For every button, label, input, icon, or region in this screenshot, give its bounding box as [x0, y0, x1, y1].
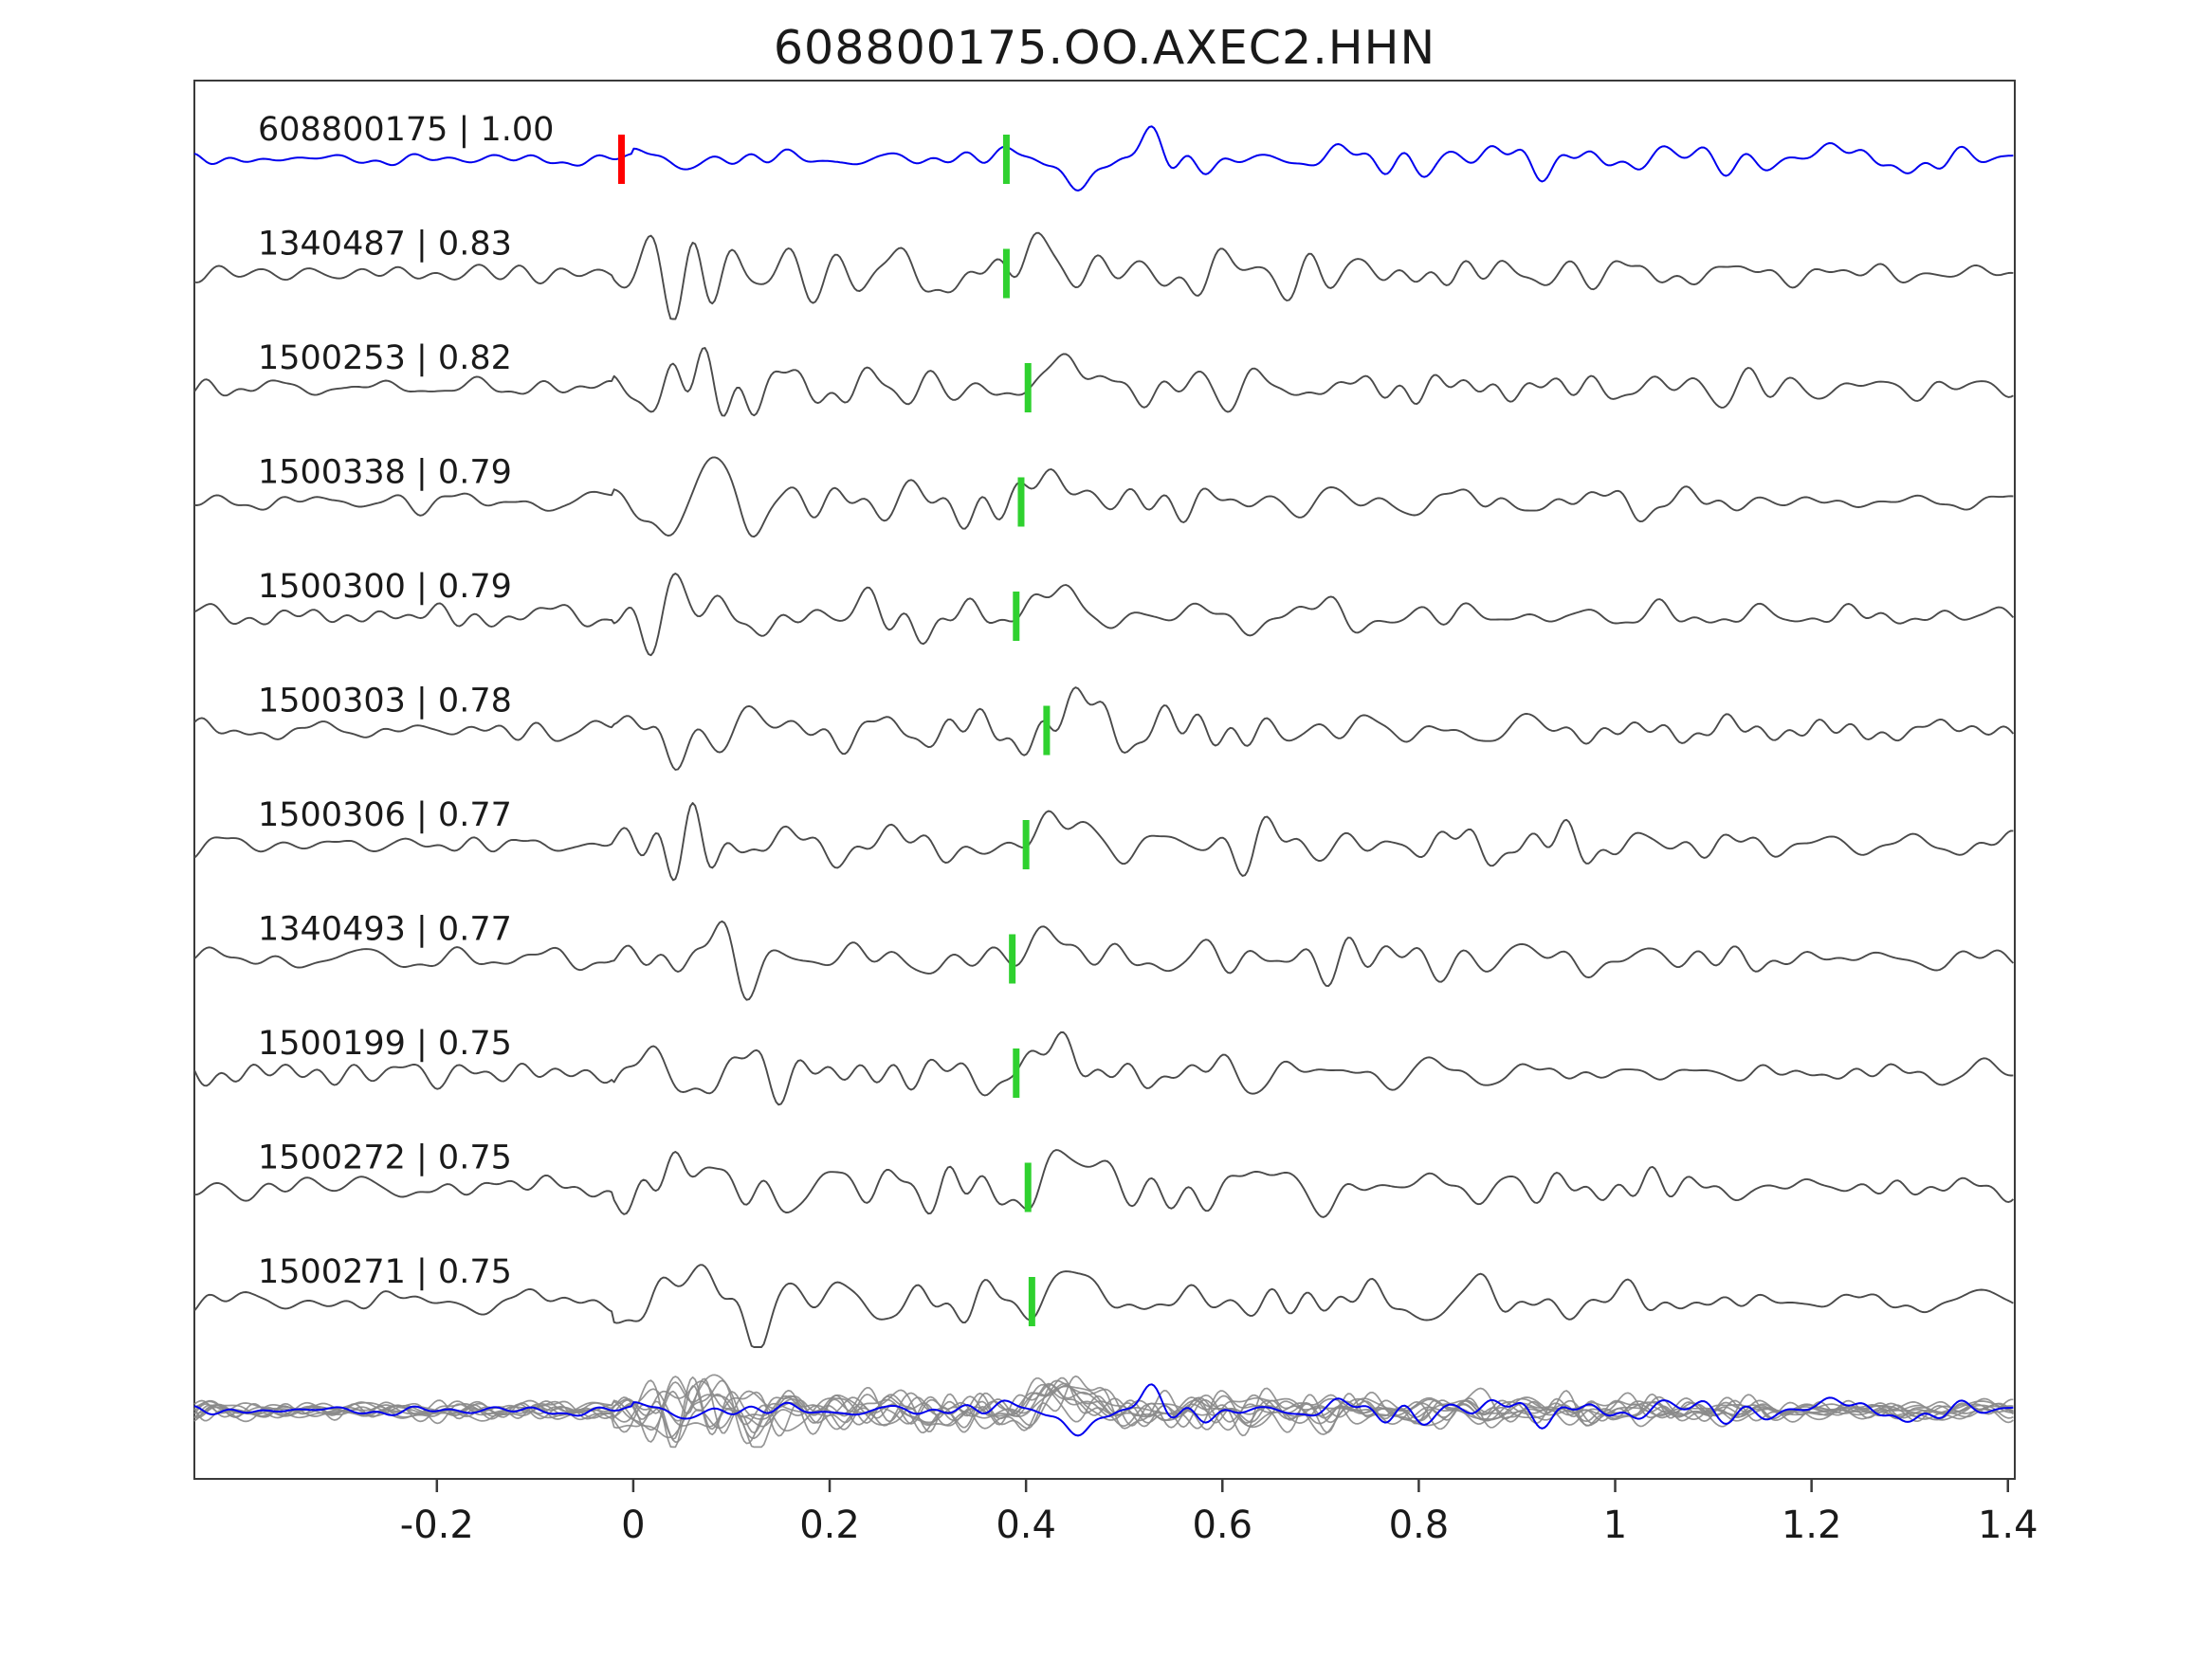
waveform-1500272 [193, 1149, 2015, 1218]
plot-border [193, 80, 2016, 1480]
x-axis-tick-label: 1 [1603, 1504, 1627, 1547]
trace-label: 1500272 | 0.75 [258, 1139, 512, 1177]
x-axis-tick-label: 0.2 [799, 1504, 860, 1547]
waveform-1500338 [193, 456, 2014, 538]
x-axis-tick-label: 0 [621, 1504, 645, 1547]
trace-label: 1500199 | 0.75 [258, 1025, 512, 1063]
waveform-1340493 [193, 920, 2015, 1001]
waveform-1340487 [193, 231, 2014, 320]
trace-label: 608800175 | 1.00 [258, 111, 554, 149]
trace-label: 1500306 | 0.77 [258, 796, 512, 834]
waveform-1500303 [193, 686, 2015, 771]
x-axis-tick-label: 0.8 [1389, 1504, 1450, 1547]
trace-label: 1340487 | 0.83 [258, 226, 512, 264]
overlay-waveform-1500271 [193, 1380, 2014, 1449]
overlay-waveform-1500338 [193, 1374, 2014, 1440]
x-axis-tick-label: 0.4 [996, 1504, 1056, 1547]
trace-label: 1500271 | 0.75 [258, 1253, 512, 1291]
x-axis-tick-label: -0.2 [400, 1504, 474, 1547]
trace-label: 1500303 | 0.78 [258, 683, 512, 720]
waveform-1500199 [193, 1030, 2014, 1106]
trace-label: 1500253 | 0.82 [258, 339, 512, 377]
waveform-1500300 [193, 573, 2015, 657]
x-axis-tick-label: 1.2 [1782, 1504, 1842, 1547]
x-axis-tick-label: 1.4 [1978, 1504, 2038, 1547]
waveform-608800175 [193, 125, 2014, 191]
overlay-waveform-1500199 [193, 1376, 2014, 1437]
waveform-1500271 [193, 1264, 2014, 1348]
trace-label: 1500338 | 0.79 [258, 454, 512, 492]
waveform-1500253 [193, 347, 2014, 417]
waveform-1500306 [193, 802, 2014, 882]
x-axis-tick-label: 0.6 [1192, 1504, 1252, 1547]
chart-title: 608800175.OO.AXEC2.HHN [773, 21, 1436, 75]
trace-label: 1500300 | 0.79 [258, 568, 512, 606]
trace-label: 1340493 | 0.77 [258, 911, 512, 949]
overlay-waveform-608800175 [193, 1383, 2014, 1437]
